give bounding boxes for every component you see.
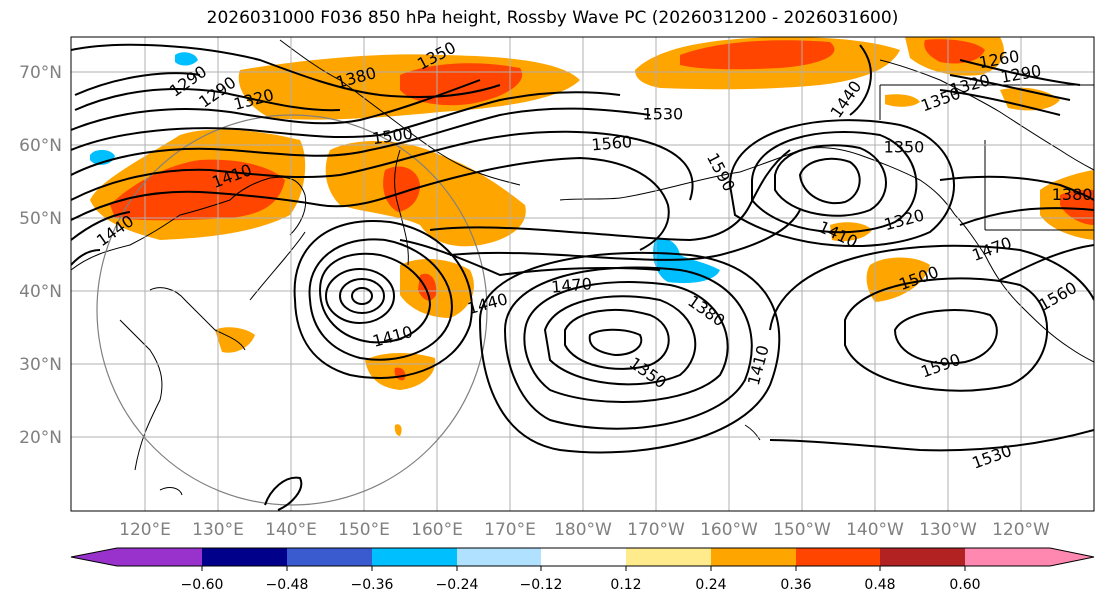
colorbar-segment — [541, 548, 626, 566]
colorbar-tick-label: 0.60 — [949, 577, 980, 593]
colorbar-segment — [71, 548, 202, 566]
map-title: 2026031000 F036 850 hPa height, Rossby W… — [206, 8, 899, 28]
colorbar-segment — [457, 548, 541, 566]
lon-label: 170°W — [627, 520, 685, 540]
colorbar-tick-label: −0.48 — [266, 577, 309, 593]
lon-label: 150°W — [773, 520, 831, 540]
longitude-labels: 120°E 130°E 140°E 150°E 160°E 170°E 180°… — [119, 520, 1050, 540]
colorbar-tick-label: −0.24 — [436, 577, 479, 593]
height-contours — [71, 43, 1094, 511]
negative-anomaly-shading — [90, 52, 720, 284]
colorbar-segment — [711, 548, 796, 566]
colorbar-segment — [372, 548, 457, 566]
colorbar-tickmarks — [201, 566, 966, 571]
lon-label: 160°W — [700, 520, 758, 540]
colorbar-tick-label: 0.48 — [864, 577, 895, 593]
colorbar-tick-label: −0.12 — [520, 577, 563, 593]
colorbar-segment — [287, 548, 372, 566]
contour-label: 1380 — [1052, 185, 1093, 204]
colorbar-segment — [965, 548, 1094, 566]
colorbar-tick-label: 0.12 — [610, 577, 641, 593]
contour-label: 1350 — [884, 137, 925, 156]
colorbar-segment — [202, 548, 287, 566]
lon-label: 140°E — [265, 520, 317, 540]
lat-label: 50°N — [19, 209, 62, 229]
colorbar: −0.60 −0.48 −0.36 −0.24 −0.12 0.12 0.24 … — [70, 547, 1095, 593]
contour-label: 1530 — [643, 105, 684, 124]
colorbar-tick-label: 0.36 — [780, 577, 811, 593]
lat-label: 30°N — [19, 355, 62, 375]
colorbar-outline — [70, 547, 1095, 567]
lon-label: 140°W — [846, 520, 904, 540]
reference-circle — [96, 114, 488, 506]
lat-label: 20°N — [19, 428, 62, 448]
graticule — [71, 37, 1094, 511]
latitude-labels: 70°N 60°N 50°N 40°N 30°N 20°N — [19, 63, 62, 448]
contour-label: 1560 — [591, 132, 633, 154]
lon-label: 120°W — [992, 520, 1050, 540]
lat-label: 40°N — [19, 282, 62, 302]
colorbar-segment — [796, 548, 880, 566]
map-frame — [70, 36, 1095, 512]
colorbar-tick-label: 0.24 — [695, 577, 726, 593]
colorbar-tick-label: −0.60 — [181, 577, 224, 593]
lon-label: 180°W — [554, 520, 612, 540]
colorbar-segment — [880, 548, 965, 566]
lon-label: 170°E — [484, 520, 536, 540]
lon-label: 160°E — [411, 520, 463, 540]
lon-label: 130°E — [192, 520, 244, 540]
lat-label: 70°N — [19, 63, 62, 83]
colorbar-tick-label: −0.36 — [351, 577, 394, 593]
lat-label: 60°N — [19, 136, 62, 156]
lon-label: 150°E — [338, 520, 390, 540]
lon-label: 130°W — [919, 520, 977, 540]
lon-label: 120°E — [119, 520, 171, 540]
contour-label: 1470 — [550, 274, 592, 296]
colorbar-segment — [626, 548, 711, 566]
